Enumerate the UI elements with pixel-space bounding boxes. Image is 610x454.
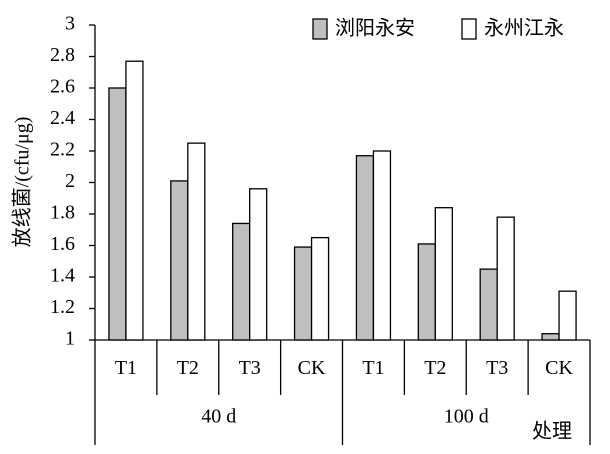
x-tick-label: T2 xyxy=(177,357,199,379)
legend-label: 浏阳永安 xyxy=(335,17,415,40)
x-tick-label: CK xyxy=(545,357,573,379)
bar xyxy=(108,87,127,341)
bar xyxy=(310,236,330,341)
bar xyxy=(558,290,577,341)
bar xyxy=(479,268,498,341)
bar xyxy=(434,207,453,341)
x-tick-label: T3 xyxy=(486,357,508,379)
bar xyxy=(541,333,560,341)
x-tick-label: T2 xyxy=(424,357,446,379)
group-label: 100 d xyxy=(444,406,489,428)
legend-swatch xyxy=(461,18,477,40)
bar xyxy=(170,180,189,341)
bar xyxy=(125,60,144,341)
x-tick-label: T1 xyxy=(362,357,384,379)
bar xyxy=(232,222,251,341)
bar xyxy=(293,246,313,341)
bar xyxy=(496,216,515,341)
y-tick-label: 1 xyxy=(65,328,75,350)
y-tick-label: 2.8 xyxy=(50,44,75,66)
x-tick-label: CK xyxy=(298,357,326,379)
group-label: 40 d xyxy=(201,406,236,428)
y-tick-label: 2.6 xyxy=(50,76,75,98)
y-axis-label: 放线菌/(cfu/μg) xyxy=(11,117,34,248)
y-tick-label: 3 xyxy=(65,13,75,35)
bar xyxy=(187,142,206,341)
x-axis-label: 处理 xyxy=(532,420,572,443)
y-tick-label: 1.8 xyxy=(50,202,75,224)
bar xyxy=(249,188,268,341)
y-tick-label: 1.2 xyxy=(50,296,75,318)
y-tick-label: 1.4 xyxy=(50,265,75,287)
x-tick-label: T1 xyxy=(115,357,137,379)
y-tick-label: 1.6 xyxy=(50,233,75,255)
y-tick-label: 2 xyxy=(65,170,75,192)
y-tick-label: 2.2 xyxy=(50,139,75,161)
y-tick-label: 2.4 xyxy=(50,107,75,129)
bar xyxy=(372,150,392,341)
legend-swatch xyxy=(312,18,328,40)
x-tick-label: T3 xyxy=(239,357,261,379)
bar xyxy=(417,243,436,341)
bar xyxy=(355,155,375,341)
legend-label: 永州江永 xyxy=(484,17,564,40)
